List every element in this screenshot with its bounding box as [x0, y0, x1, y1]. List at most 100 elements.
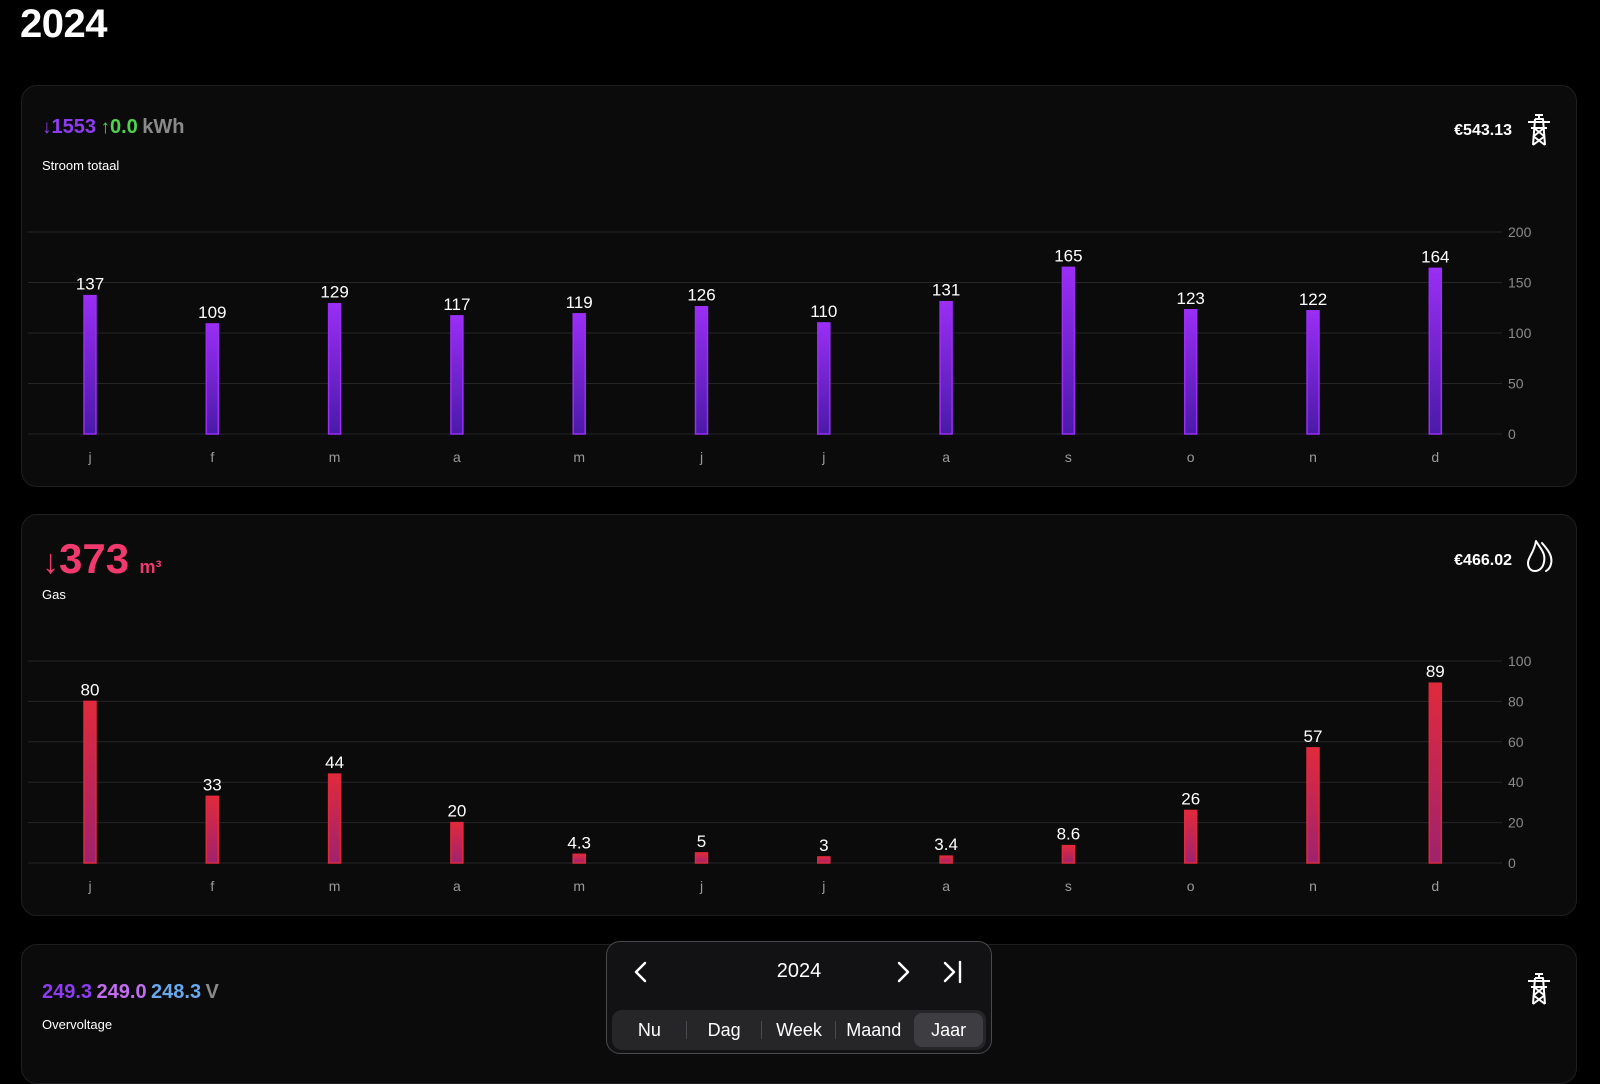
power-chart-value-label: 123 — [1177, 289, 1205, 308]
power-chart-y-tick: 0 — [1508, 426, 1516, 442]
power-chart-value-label: 110 — [810, 302, 837, 321]
power-pylon-icon — [1524, 973, 1554, 1010]
gas-chart-value-label: 5 — [697, 832, 706, 851]
tab-nu[interactable]: Nu — [637, 1020, 661, 1040]
power-chart-bar[interactable] — [1061, 266, 1076, 435]
gas-chart-bar[interactable] — [1061, 844, 1076, 864]
power-chart-bar[interactable] — [83, 294, 97, 435]
power-chart-x-tick: j — [87, 449, 91, 465]
gas-chart-bar[interactable] — [1428, 682, 1443, 864]
power-chart-bar[interactable] — [1306, 310, 1320, 435]
page-title: 2024 — [20, 2, 107, 46]
gas-chart-x-tick: m — [329, 878, 341, 894]
gas-chart-bar[interactable] — [327, 773, 342, 864]
voltage-unit: V — [205, 981, 219, 1003]
gas-chart-x-tick: f — [210, 878, 214, 894]
gas-flame-icon — [1526, 539, 1554, 578]
gas-chart-bar[interactable] — [1306, 747, 1320, 864]
arrow-down-icon: ↓ — [42, 117, 52, 138]
gas-chart-x-tick: s — [1065, 878, 1072, 894]
gas-chart-y-tick: 80 — [1508, 693, 1524, 709]
power-chart-value-label: 165 — [1054, 246, 1082, 265]
voltage-l2: 249.0 — [96, 981, 147, 1003]
gas-chart-bar[interactable] — [205, 795, 220, 864]
power-chart-x-tick: d — [1431, 449, 1439, 465]
power-unit: kWh — [142, 116, 185, 138]
period-label: 2024 — [776, 960, 822, 982]
power-chart-y-tick: 50 — [1508, 376, 1524, 392]
chevron-right-icon — [897, 961, 910, 983]
gas-chart-value-label: 44 — [325, 753, 344, 772]
voltage-summary: 249.3 249.0 248.3 V — [42, 981, 219, 1004]
power-chart-bar[interactable] — [572, 313, 586, 435]
power-chart-x-tick: n — [1309, 449, 1317, 465]
gas-chart-bar[interactable] — [817, 856, 831, 864]
next-period-button[interactable] — [883, 952, 923, 992]
gas-chart-x-tick: n — [1309, 878, 1317, 894]
chevron-left-icon — [634, 961, 647, 983]
gas-chart-bar[interactable] — [83, 700, 97, 864]
gas-label: Gas — [42, 587, 66, 602]
power-chart-x-tick: j — [821, 449, 825, 465]
gas-chart-y-tick: 0 — [1508, 855, 1516, 871]
power-chart-value-label: 164 — [1421, 247, 1449, 266]
power-chart-bar[interactable] — [694, 305, 709, 435]
gas-card: ↓373 m³ Gas €466.02 0 20 40 60 80 100 80 j 33 f 44… — [21, 514, 1577, 916]
previous-period-button[interactable] — [621, 952, 661, 992]
power-chart-y-tick: 100 — [1508, 325, 1532, 341]
power-chart-x-tick: f — [210, 449, 214, 465]
gas-chart-x-tick: a — [942, 878, 950, 894]
gas-summary: ↓373 m³ — [42, 535, 162, 583]
gas-chart-y-tick: 100 — [1508, 653, 1532, 669]
power-chart-value-label: 129 — [320, 283, 348, 302]
power-chart-bar[interactable] — [205, 323, 220, 435]
gas-chart-bar[interactable] — [694, 852, 709, 864]
gas-chart-x-tick: j — [821, 878, 825, 894]
power-chart-bar[interactable] — [327, 302, 342, 435]
power-chart-bar[interactable] — [450, 315, 464, 435]
gas-chart-value-label: 33 — [203, 775, 222, 794]
tab-week[interactable]: Week — [760, 1013, 834, 1047]
power-chart-value-label: 131 — [932, 281, 960, 300]
gas-chart-value-label: 57 — [1304, 727, 1323, 746]
gas-chart-value-label: 20 — [447, 802, 466, 821]
gas-chart-bar[interactable] — [572, 853, 586, 864]
gas-chart-value-label: 80 — [81, 680, 100, 699]
power-chart-value-label: 119 — [566, 293, 593, 312]
power-chart-bar[interactable] — [939, 300, 953, 435]
gas-chart-x-tick: j — [87, 878, 91, 894]
gas-chart-x-tick: d — [1431, 878, 1439, 894]
power-chart-value-label: 117 — [443, 295, 470, 314]
power-chart-value-label: 137 — [76, 275, 104, 294]
gas-chart-bar[interactable] — [450, 821, 464, 864]
tab-dag[interactable]: Dag — [685, 1013, 759, 1047]
gas-chart-bar[interactable] — [1183, 809, 1198, 864]
tab-maand[interactable]: Maand — [835, 1013, 908, 1047]
power-card: ↓1553 ↑0.0 kWh Stroom totaal €543.13 0 50… — [21, 85, 1577, 487]
power-import-value: 1553 — [51, 116, 97, 138]
power-chart-bar[interactable] — [1183, 309, 1198, 435]
gas-chart-bar[interactable] — [939, 855, 953, 864]
gas-chart-value-label: 4.3 — [567, 833, 591, 852]
gas-chart-value-label: 3 — [819, 836, 828, 855]
power-chart-x-tick: m — [573, 449, 585, 465]
gas-chart-y-tick: 60 — [1508, 734, 1524, 750]
skip-to-end-icon — [943, 960, 962, 984]
voltage-label: Overvoltage — [42, 1017, 113, 1032]
power-chart-y-tick: 200 — [1508, 224, 1532, 240]
power-chart-x-tick: a — [453, 449, 461, 465]
voltage-l1: 249.3 — [42, 981, 93, 1003]
power-chart-x-tick: o — [1187, 449, 1195, 465]
power-chart-bar[interactable] — [1428, 267, 1443, 435]
arrow-up-icon: ↑ — [100, 117, 110, 138]
power-pylon-icon — [1524, 114, 1554, 151]
power-cost: €543.13 — [1454, 122, 1512, 139]
voltage-l3: 248.3 — [151, 981, 202, 1003]
tab-jaar[interactable]: Jaar — [914, 1013, 983, 1047]
power-chart-bar[interactable] — [817, 322, 831, 435]
power-summary: ↓1553 ↑0.0 kWh — [42, 116, 184, 139]
latest-period-button[interactable] — [933, 952, 973, 992]
power-chart-value-label: 109 — [198, 303, 226, 322]
gas-chart-value-label: 3.4 — [934, 835, 958, 854]
power-chart-x-tick: a — [942, 449, 950, 465]
